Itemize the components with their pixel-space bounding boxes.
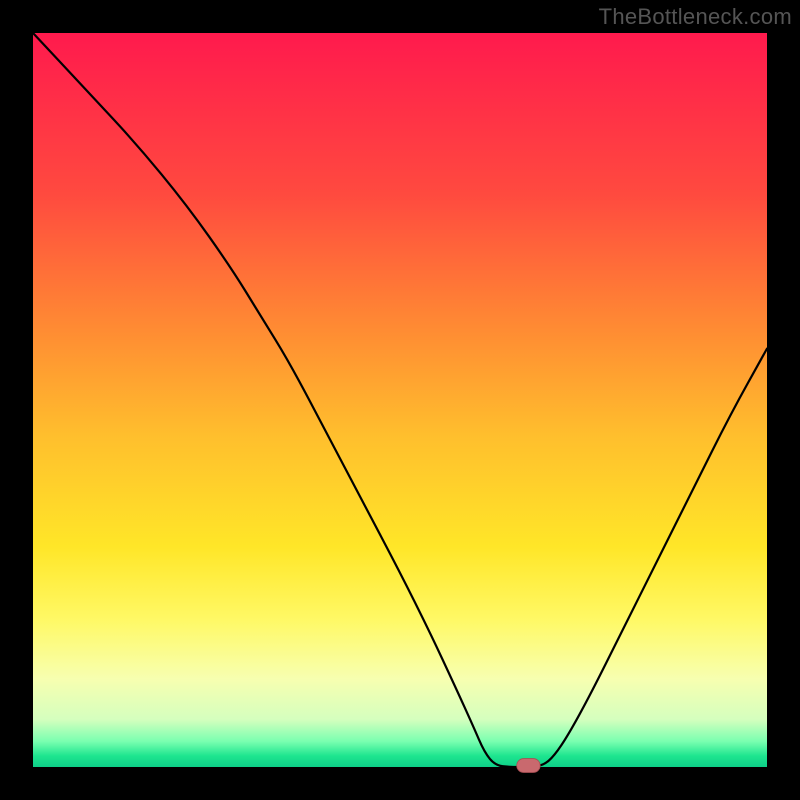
chart-container: TheBottleneck.com bbox=[0, 0, 800, 800]
gradient-background bbox=[33, 33, 767, 767]
bottleneck-chart bbox=[0, 0, 800, 800]
watermark-text: TheBottleneck.com bbox=[599, 4, 792, 30]
optimal-point-marker bbox=[517, 759, 540, 773]
